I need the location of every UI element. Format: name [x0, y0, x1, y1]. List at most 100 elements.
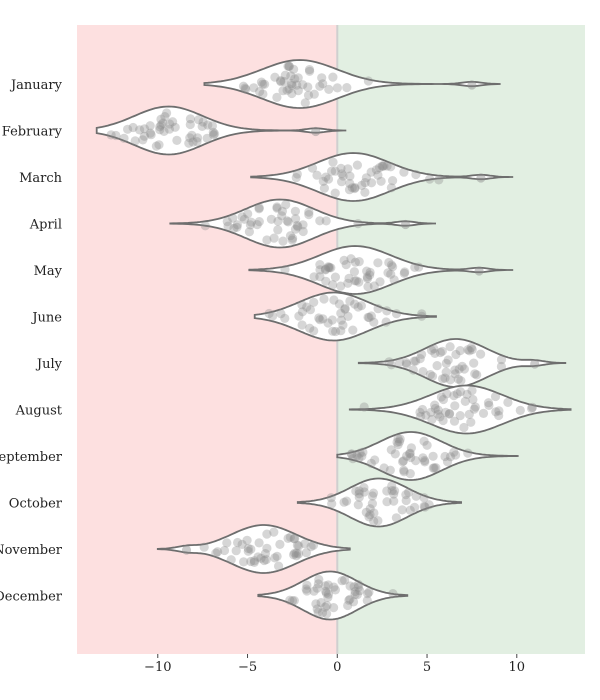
outlier-point	[530, 359, 540, 369]
data-point	[294, 549, 304, 559]
data-point	[425, 174, 435, 184]
data-point	[435, 347, 445, 358]
data-point	[291, 173, 301, 183]
data-point	[343, 164, 353, 174]
data-point	[272, 202, 282, 212]
data-point	[294, 541, 304, 551]
data-point	[428, 463, 438, 473]
x-axis: −10 −5 0 5 10	[144, 654, 525, 675]
data-point	[355, 586, 365, 596]
data-point	[240, 83, 250, 93]
data-point	[226, 555, 236, 565]
data-point	[321, 586, 331, 597]
x-tick-label: −5	[238, 660, 257, 675]
data-point	[283, 61, 293, 71]
data-point	[382, 497, 392, 507]
data-point	[429, 344, 439, 354]
data-point	[429, 463, 439, 473]
data-point	[170, 122, 180, 132]
data-point	[387, 481, 397, 491]
data-point	[297, 300, 307, 310]
data-point	[323, 592, 333, 603]
data-point	[355, 448, 365, 458]
data-point	[292, 540, 302, 550]
data-point	[419, 501, 429, 511]
data-point	[284, 61, 294, 71]
data-point	[438, 415, 448, 426]
data-point	[363, 312, 373, 322]
data-point	[459, 364, 469, 374]
data-point	[459, 422, 469, 433]
data-point	[293, 73, 303, 83]
data-point	[278, 236, 288, 246]
data-point	[290, 74, 300, 84]
data-point	[145, 128, 155, 138]
data-point	[387, 486, 397, 496]
data-point	[168, 117, 178, 127]
category-label-april: April	[29, 218, 62, 233]
data-point	[128, 122, 138, 133]
data-point	[367, 499, 377, 509]
data-point	[393, 434, 403, 444]
data-point	[340, 303, 350, 313]
data-point	[382, 486, 392, 496]
data-point	[349, 267, 359, 277]
data-point	[334, 299, 344, 309]
data-point	[260, 79, 270, 89]
data-point	[323, 263, 334, 273]
data-point	[156, 114, 166, 124]
data-point	[336, 326, 346, 336]
data-point	[365, 510, 375, 520]
data-point	[329, 582, 339, 592]
data-point	[340, 304, 350, 314]
data-point	[436, 392, 446, 402]
data-point	[417, 349, 427, 359]
data-point	[463, 345, 473, 355]
data-point	[277, 211, 287, 221]
data-point	[398, 456, 409, 466]
data-point	[352, 590, 362, 600]
data-point	[445, 375, 455, 385]
data-point	[280, 313, 290, 323]
data-point	[420, 457, 430, 467]
data-point	[442, 389, 452, 399]
data-point	[326, 493, 336, 503]
data-point	[353, 219, 363, 229]
data-point	[315, 315, 325, 325]
data-point	[390, 449, 400, 459]
data-point	[455, 346, 465, 356]
data-point	[418, 453, 428, 463]
data-point	[232, 220, 242, 230]
data-point	[467, 386, 477, 396]
data-point	[242, 535, 252, 545]
data-point	[337, 169, 347, 179]
data-point	[156, 120, 166, 130]
data-point	[160, 112, 170, 122]
data-point	[438, 394, 448, 405]
data-point	[315, 81, 325, 91]
data-point	[328, 157, 338, 167]
data-point	[466, 417, 476, 427]
data-point	[433, 405, 443, 415]
data-point	[366, 178, 377, 188]
data-point	[285, 595, 295, 605]
data-point	[304, 210, 314, 220]
data-point	[276, 76, 286, 86]
data-point	[417, 404, 428, 415]
data-point	[254, 538, 264, 548]
data-point	[449, 391, 459, 401]
data-point	[319, 294, 329, 304]
data-point	[300, 539, 310, 549]
data-point	[344, 185, 355, 195]
data-point	[373, 258, 383, 268]
data-point	[374, 163, 384, 173]
data-point	[362, 272, 372, 282]
data-point	[321, 172, 331, 182]
data-point	[428, 451, 438, 461]
data-point	[395, 357, 405, 367]
data-point	[325, 262, 335, 273]
data-point	[386, 269, 396, 279]
data-point	[371, 165, 381, 175]
category-label-december: December	[0, 590, 63, 605]
data-point	[208, 127, 218, 137]
